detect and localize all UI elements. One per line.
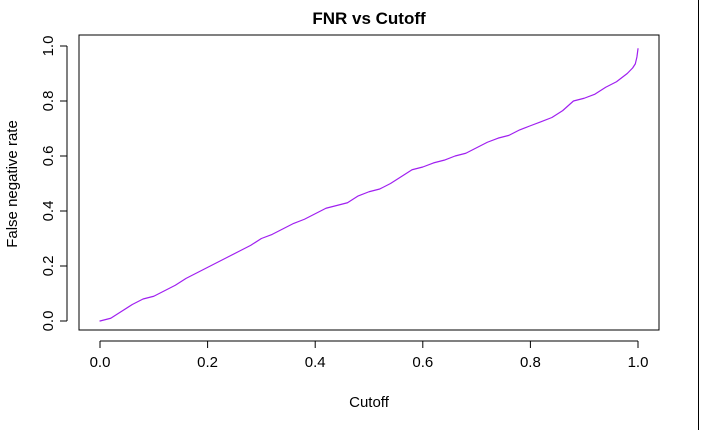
x-tick-label: 0.8 bbox=[520, 354, 541, 371]
y-tick-label: 0.4 bbox=[40, 201, 57, 222]
x-axis: 0.0 0.2 0.4 0.6 0.8 1.0 Cutoff bbox=[90, 340, 649, 411]
x-axis-ticks: 0.0 0.2 0.4 0.6 0.8 1.0 bbox=[90, 341, 649, 371]
x-tick-label: 0.6 bbox=[412, 354, 433, 371]
y-tick-label: 1.0 bbox=[40, 36, 57, 57]
y-axis-ticks: 0.0 0.2 0.4 0.6 0.8 1.0 bbox=[40, 36, 67, 332]
x-tick-label: 0.0 bbox=[90, 354, 111, 371]
x-tick-label: 0.4 bbox=[305, 354, 326, 371]
y-axis: 0.0 0.2 0.4 0.6 0.8 1.0 False negative rate bbox=[4, 36, 68, 332]
chart-title: FNR vs Cutoff bbox=[312, 9, 426, 28]
right-border-line bbox=[698, 0, 699, 430]
y-tick-label: 0.0 bbox=[40, 311, 57, 332]
y-tick-label: 0.2 bbox=[40, 256, 57, 277]
x-axis-label: Cutoff bbox=[349, 394, 390, 411]
fnr-series-line bbox=[99, 48, 639, 322]
x-tick-label: 1.0 bbox=[628, 354, 649, 371]
y-axis-label: False negative rate bbox=[4, 120, 21, 248]
x-tick-label: 0.2 bbox=[197, 354, 218, 371]
y-tick-label: 0.8 bbox=[40, 91, 57, 112]
plot-frame bbox=[78, 34, 660, 331]
y-tick-label: 0.6 bbox=[40, 146, 57, 167]
series-layer bbox=[99, 48, 639, 322]
